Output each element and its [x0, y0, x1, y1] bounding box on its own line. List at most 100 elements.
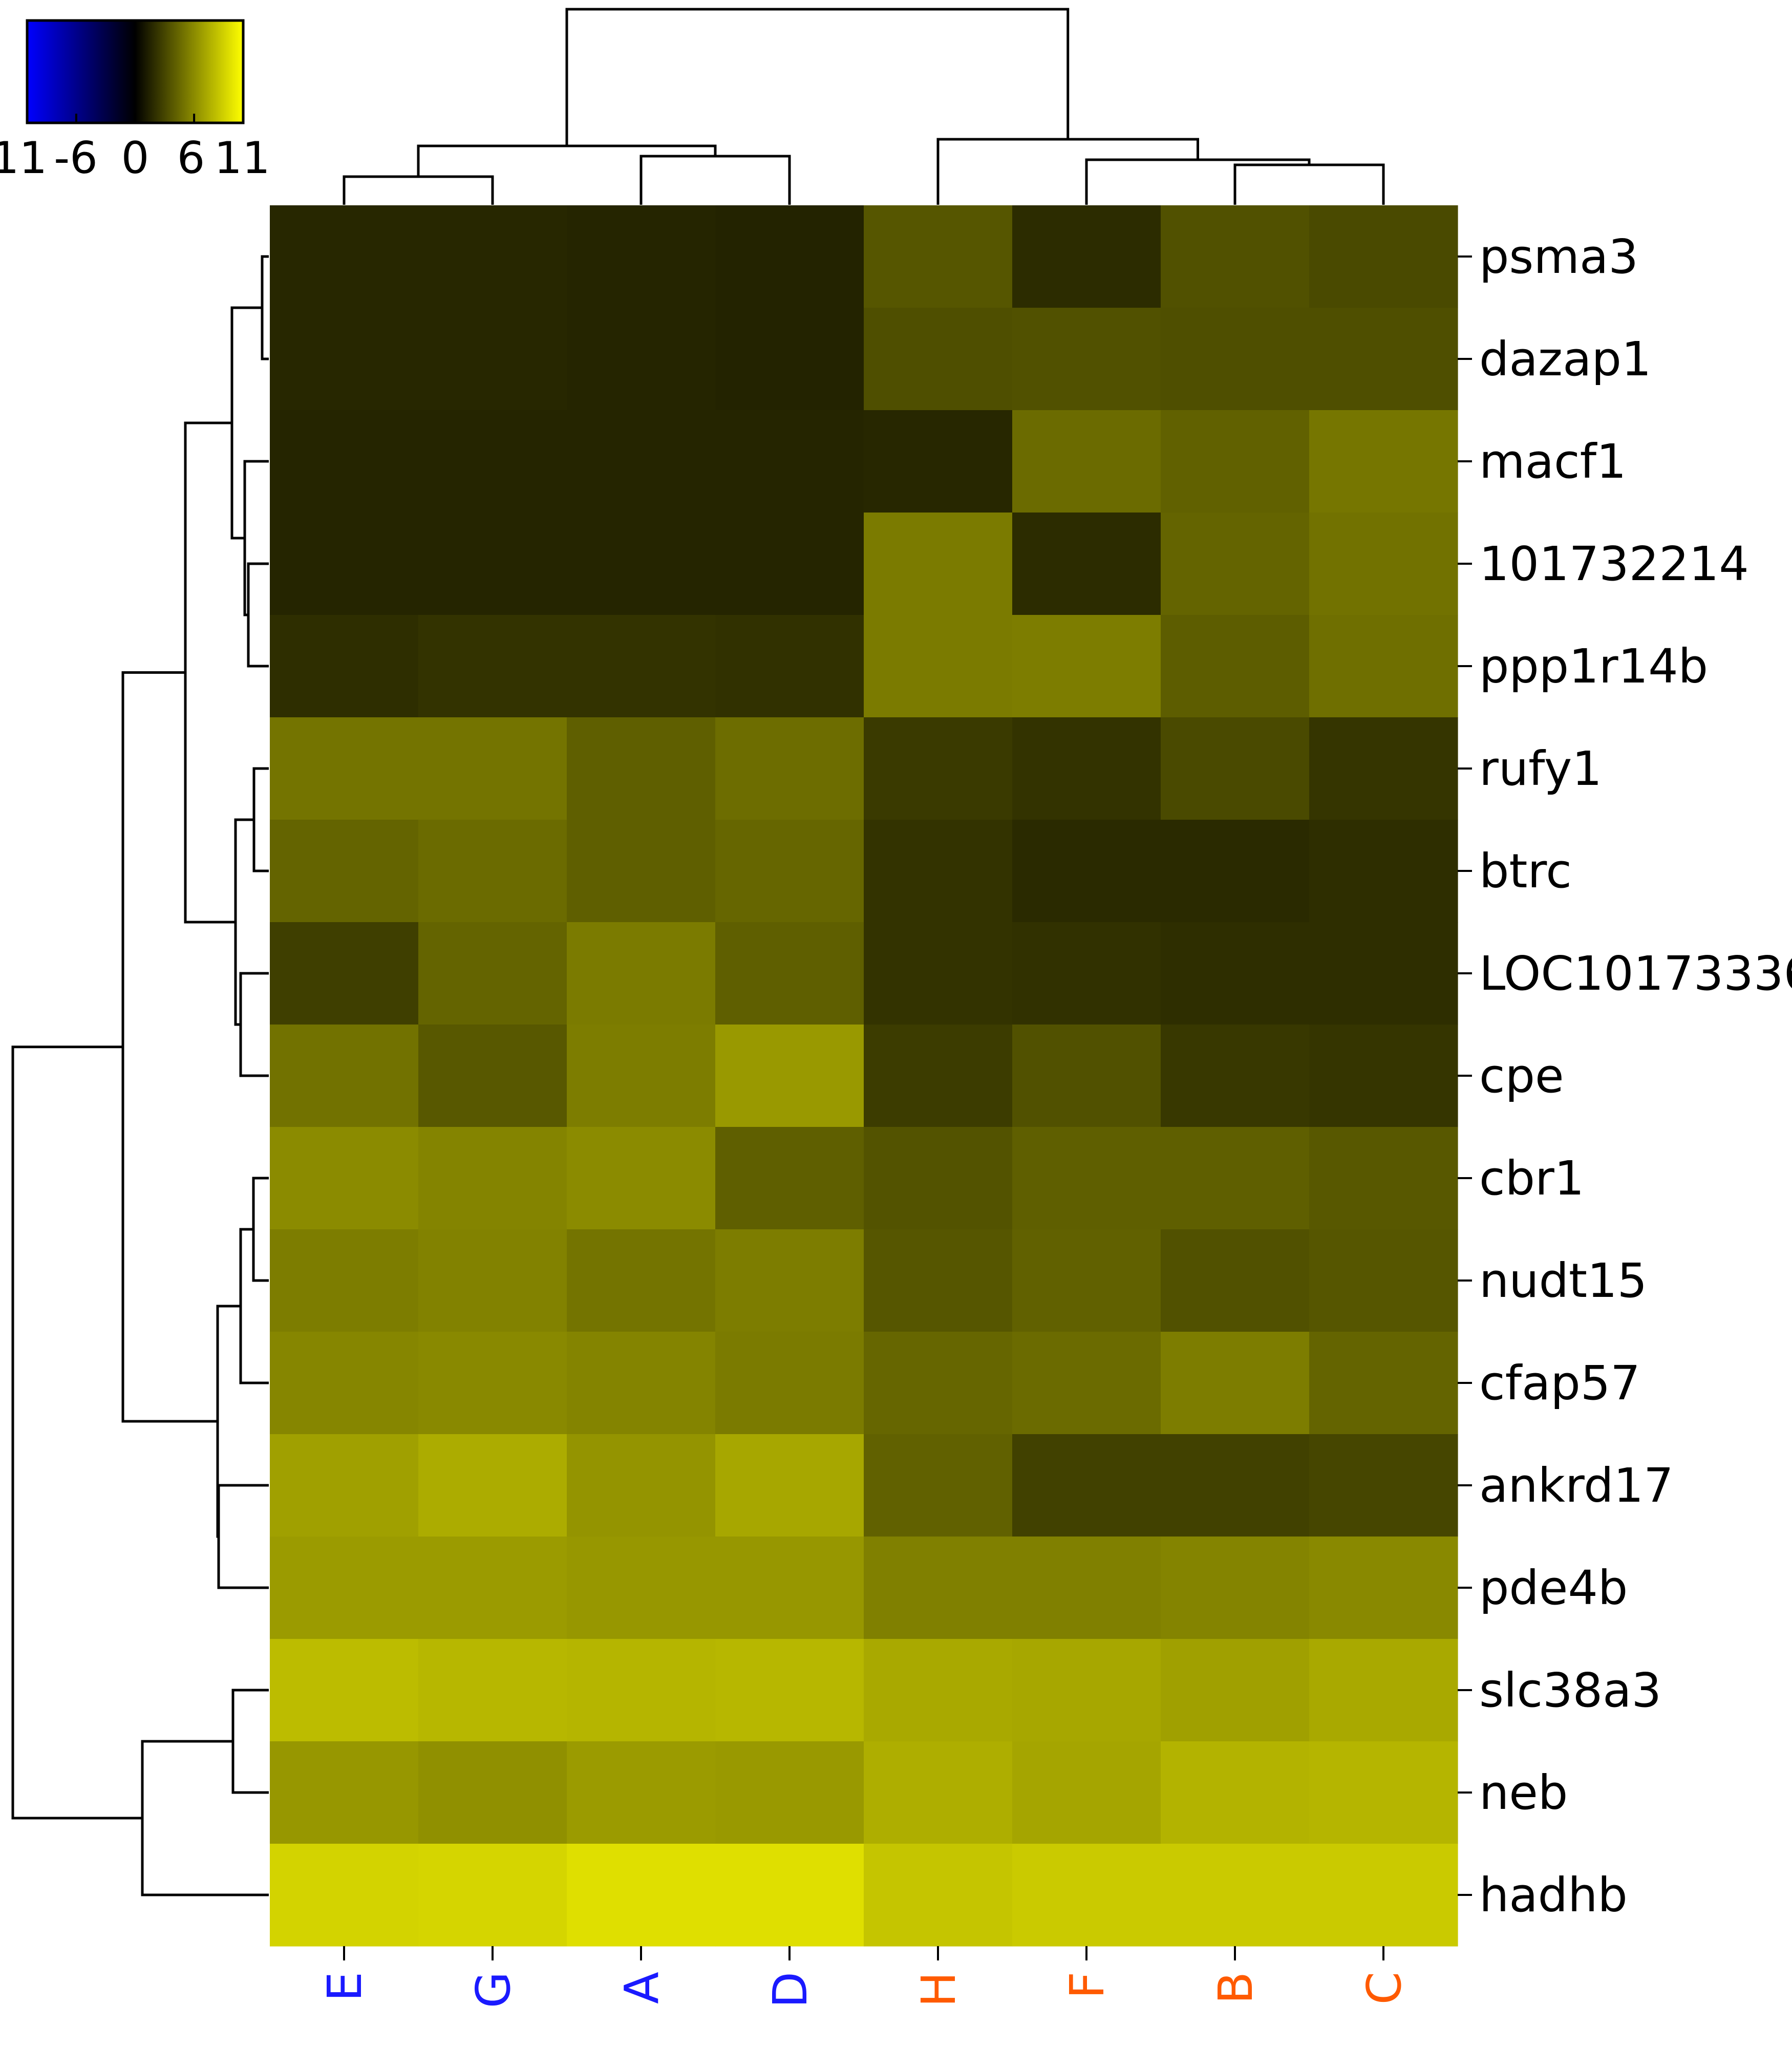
axis-ticks [343, 255, 1472, 1960]
heatmap-cell-rufy1-H [864, 717, 1013, 820]
colorbar-tick-label: 0 [121, 133, 150, 184]
heatmap-cell-cfap57-G [418, 1332, 567, 1435]
heatmap-cell-ppp1r14b-H [864, 615, 1013, 718]
heatmap-cell-rufy1-E [270, 717, 419, 820]
row-label-psma3: psma3 [1479, 229, 1638, 284]
column-label-B: B [1208, 1972, 1263, 2004]
heatmap-cell-neb-A [567, 1741, 716, 1844]
column-label-C: C [1357, 1972, 1412, 2004]
heatmap-cell-btrc-A [567, 820, 716, 923]
heatmap-cell-cbr1-C [1309, 1127, 1458, 1230]
heatmap-cell-cpe-C [1309, 1025, 1458, 1127]
heatmap-cell-cfap57-F [1012, 1332, 1161, 1435]
heatmap-cell-ankrd17-C [1309, 1434, 1458, 1537]
heatmap-cell-neb-F [1012, 1741, 1161, 1844]
heatmap-cell-psma3-D [715, 205, 864, 308]
heatmap-cell-psma3-B [1161, 205, 1310, 308]
heatmap-cell-101732214-F [1012, 513, 1161, 615]
heatmap-cell-psma3-G [418, 205, 567, 308]
heatmap-cell-psma3-C [1309, 205, 1458, 308]
column-dendrogram [343, 8, 1385, 205]
row-dendrogram-link [230, 306, 262, 540]
heatmap-cell-cpe-G [418, 1025, 567, 1127]
heatmap-cell-macf1-A [567, 410, 716, 513]
heatmap-cell-nudt15-H [864, 1229, 1013, 1332]
column-label-A: A [614, 1972, 669, 2004]
row-label-macf1: macf1 [1479, 434, 1627, 489]
heatmap-cell-pde4b-G [418, 1537, 567, 1639]
heatmap-cell-slc38a3-E [270, 1639, 419, 1742]
heatmap-cell-LOC10173336-B [1161, 922, 1310, 1025]
heatmap-cell-pde4b-E [270, 1537, 419, 1639]
heatmap-cell-nudt15-B [1161, 1229, 1310, 1332]
heatmap-cell-btrc-B [1161, 820, 1310, 923]
row-label-ankrd17: ankrd17 [1479, 1458, 1674, 1513]
heatmap-cell-dazap1-B [1161, 308, 1310, 411]
heatmap-cell-hadhb-B [1161, 1844, 1310, 1947]
column-dendrogram-link [936, 138, 1199, 205]
heatmap-cell-101732214-H [864, 513, 1013, 615]
heatmap-cell-101732214-A [567, 513, 716, 615]
heatmap-cell-macf1-D [715, 410, 864, 513]
heatmap-cell-cfap57-A [567, 1332, 716, 1435]
heatmap-cell-slc38a3-G [418, 1639, 567, 1742]
heatmap-cell-pde4b-D [715, 1537, 864, 1639]
row-dendrogram-link [141, 1740, 269, 1896]
heatmap-cell-ppp1r14b-D [715, 615, 864, 718]
heatmap-cell-cpe-H [864, 1025, 1013, 1127]
heatmap-cell-ankrd17-E [270, 1434, 419, 1537]
heatmap-cell-rufy1-C [1309, 717, 1458, 820]
row-dendrogram-link [231, 1689, 269, 1794]
heatmap-cell-101732214-D [715, 513, 864, 615]
heatmap-cell-macf1-B [1161, 410, 1310, 513]
heatmap-cell-rufy1-F [1012, 717, 1161, 820]
heatmap-cell-nudt15-D [715, 1229, 864, 1332]
heatmap-cell-hadhb-E [270, 1844, 419, 1947]
colorbar-tick-label: 6 [177, 133, 205, 184]
heatmap-cell-psma3-E [270, 205, 419, 308]
heatmap-cell-btrc-D [715, 820, 864, 923]
row-label-LOC10173336: LOC10173336 [1479, 946, 1792, 1001]
column-label-E: E [317, 1972, 372, 2001]
heatmap-cell-btrc-G [418, 820, 567, 923]
heatmap-cell-rufy1-G [418, 717, 567, 820]
heatmap-cell-ppp1r14b-A [567, 615, 716, 718]
heatmap-cell-nudt15-G [418, 1229, 567, 1332]
column-label-D: D [763, 1972, 818, 2008]
heatmap-cell-dazap1-C [1309, 308, 1458, 411]
column-label-G: G [466, 1972, 521, 2008]
heatmap-cell-ankrd17-H [864, 1434, 1013, 1537]
heatmap-cell-cfap57-C [1309, 1332, 1458, 1435]
heatmap-cell-macf1-C [1309, 410, 1458, 513]
heatmap-cell-btrc-H [864, 820, 1013, 923]
heatmap-cell-cpe-D [715, 1025, 864, 1127]
column-label-F: F [1060, 1972, 1115, 1999]
colorbar-tick-label: 11 [214, 133, 270, 184]
row-label-nudt15: nudt15 [1479, 1253, 1647, 1308]
heatmap-cell-nudt15-E [270, 1229, 419, 1332]
heatmap-cell-LOC10173336-D [715, 922, 864, 1025]
heatmap-cell-neb-D [715, 1741, 864, 1844]
heatmap-cell-cbr1-B [1161, 1127, 1310, 1230]
heatmap-cell-hadhb-H [864, 1844, 1013, 1947]
heatmap-cell-slc38a3-A [567, 1639, 716, 1742]
heatmap-cell-ankrd17-G [418, 1434, 567, 1537]
heatmap-cell-neb-E [270, 1741, 419, 1844]
heatmap-cell-cbr1-G [418, 1127, 567, 1230]
heatmap-cell-ankrd17-B [1161, 1434, 1310, 1537]
heatmap-cell-ankrd17-D [715, 1434, 864, 1537]
row-dendrogram-link [247, 562, 269, 668]
heatmap-cell-101732214-C [1309, 513, 1458, 615]
row-label-rufy1: rufy1 [1479, 741, 1602, 796]
heatmap-cell-cfap57-E [270, 1332, 419, 1435]
heatmap-cell-cfap57-D [715, 1332, 864, 1435]
heatmap-cell-hadhb-G [418, 1844, 567, 1947]
heatmap-cell-btrc-F [1012, 820, 1161, 923]
column-dendrogram-link [1233, 163, 1385, 205]
heatmap-cell-neb-B [1161, 1741, 1310, 1844]
heatmap-cell-nudt15-F [1012, 1229, 1161, 1332]
heatmap-cell-cpe-F [1012, 1025, 1161, 1127]
heatmap-cell-ankrd17-A [567, 1434, 716, 1537]
row-label-hadhb: hadhb [1479, 1868, 1628, 1923]
